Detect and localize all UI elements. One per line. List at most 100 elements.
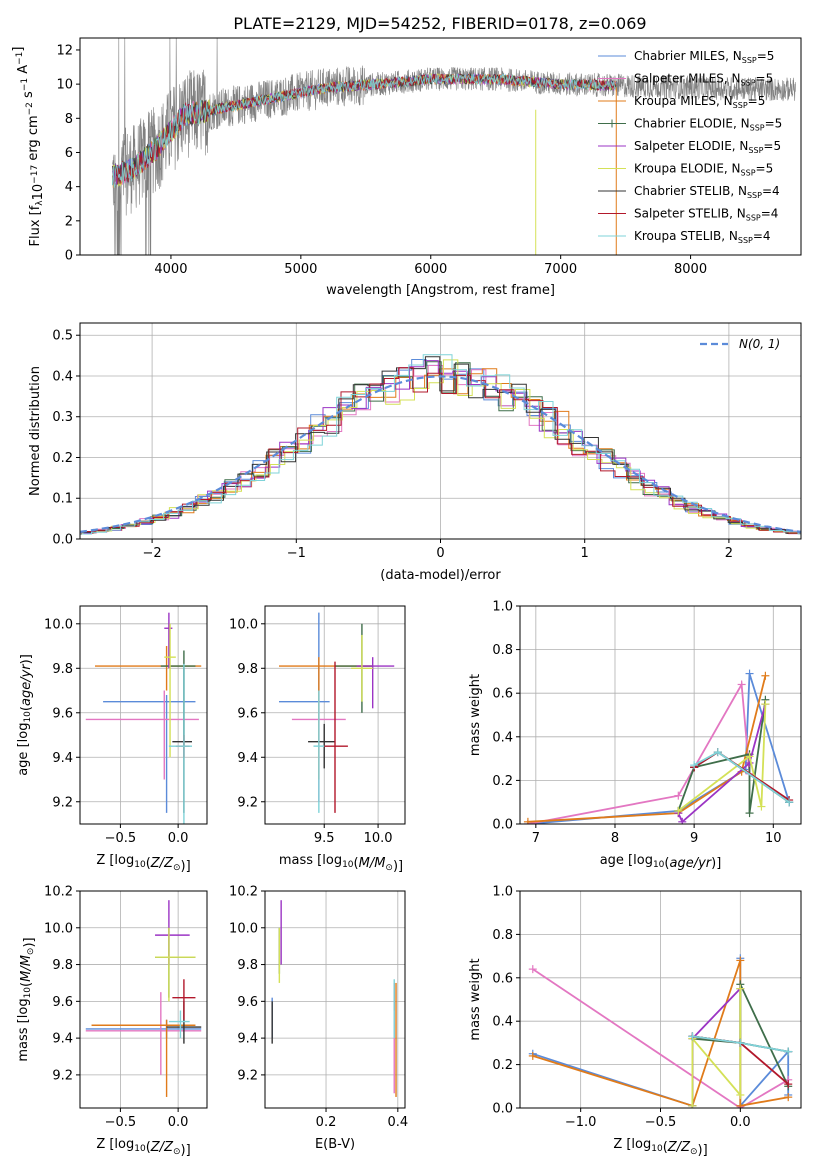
y-tick-label: 0.8 bbox=[492, 643, 513, 658]
weight-line bbox=[677, 704, 767, 812]
legend-n: =5 bbox=[763, 139, 781, 153]
spectrum-ylabel-part: ] bbox=[11, 47, 26, 52]
residuals-frame bbox=[79, 322, 802, 540]
y-tick-label: 10.2 bbox=[44, 885, 73, 900]
y-tick-label: 0.1 bbox=[52, 492, 73, 507]
age_vs_mass-axes: 9.5 10.0 9.2 9.4 9.6 9.8 10.0 bbox=[229, 606, 405, 846]
x-tick-label: 8000 bbox=[674, 262, 707, 277]
spectrum-legend: Chabrier MILES, NSSP=5 Salpeter MILES, NS… bbox=[598, 49, 782, 245]
residuals-axes: −2 −1 0 1 2 0.0 0.1 0.2 0.3 0.4 0.5 bbox=[52, 323, 801, 561]
y-tick-label: 0.8 bbox=[492, 928, 513, 943]
y-tick-label: 6 bbox=[65, 146, 73, 161]
mass_vs_ebv-errorbars bbox=[271, 900, 397, 1097]
model-spectrum-line bbox=[112, 73, 617, 188]
y-tick-label: 8 bbox=[65, 112, 73, 127]
x-tick-label: 9 bbox=[690, 831, 698, 846]
legend-n: =4 bbox=[753, 229, 771, 243]
legend-label: Salpeter STELIB, NSSP=4 bbox=[634, 207, 778, 223]
weight-vs-age-xlabel-part: age [log bbox=[600, 853, 653, 868]
residuals-xlabel: (data-model)/error bbox=[380, 568, 501, 583]
age_vs_Z-errorbars bbox=[85, 612, 202, 824]
legend-label: Kroupa ELODIE, NSSP=5 bbox=[634, 162, 773, 178]
legend-label: Kroupa MILES, NSSP=5 bbox=[634, 94, 765, 110]
histogram-step bbox=[80, 368, 801, 534]
legend-label: Salpeter ELODIE, NSSP=5 bbox=[634, 139, 781, 155]
weight-vs-Z-xlabel-part: Z/Z bbox=[667, 1140, 691, 1155]
y-tick-label: 0.4 bbox=[492, 730, 513, 745]
y-tick-label: 9.6 bbox=[52, 706, 73, 721]
x-tick-label: 1 bbox=[581, 546, 589, 561]
x-tick-label: 0.4 bbox=[387, 1115, 408, 1130]
y-tick-label: 1.0 bbox=[492, 885, 513, 900]
spectrum-axes: 4000 5000 6000 7000 8000 0 2 4 6 8 10 12 bbox=[56, 43, 707, 277]
age-vs-Z-ylabel-part: 10 bbox=[23, 711, 33, 723]
y-tick-label: 0.0 bbox=[52, 533, 73, 548]
weight-vs-age-xlabel-part: 10 bbox=[653, 860, 665, 870]
legend-n: =5 bbox=[756, 162, 774, 176]
y-tick-label: 10.2 bbox=[229, 885, 258, 900]
histogram-step bbox=[80, 365, 801, 535]
spectrum-ylabel-part: 10 bbox=[31, 184, 46, 201]
legend-n: =5 bbox=[748, 94, 766, 108]
spectrum-lines bbox=[112, 38, 796, 255]
legend-sub: SSP bbox=[738, 236, 753, 245]
histogram-step bbox=[80, 356, 801, 535]
x-tick-label: −0.5 bbox=[105, 831, 137, 846]
y-tick-label: 9.2 bbox=[52, 795, 73, 810]
mass_vs_ebv-frame bbox=[264, 890, 406, 1109]
legend-label: Chabrier STELIB, NSSP=4 bbox=[634, 184, 780, 200]
weight_vs_age-frame bbox=[519, 605, 802, 825]
weight-vs-Z-xlabel-part: ( bbox=[663, 1140, 668, 1155]
y-tick-label: 0.5 bbox=[52, 329, 73, 344]
mass-vs-Z-ylabel-part: 10 bbox=[23, 987, 33, 999]
age-vs-Z-xlabel-part: 10 bbox=[134, 860, 146, 870]
weight-vs-age-xlabel: age [log10(age/yr)] bbox=[600, 853, 722, 871]
y-tick-label: 9.4 bbox=[52, 751, 73, 766]
y-tick-label: 9.6 bbox=[52, 995, 73, 1010]
residuals-ylabel: Normed distribution bbox=[28, 366, 43, 496]
spectrum-ylabel-part: −2 bbox=[25, 102, 35, 115]
weight_vs_Z-frame bbox=[519, 890, 802, 1109]
mass-vs-Z-xlabel-part: 10 bbox=[134, 1144, 146, 1154]
mass-vs-Z-xlabel-part: ⊙ bbox=[173, 1147, 181, 1157]
weight-vs-Z-xlabel: Z [log10(Z/Z⊙)] bbox=[613, 1137, 707, 1158]
legend-n: =5 bbox=[756, 72, 774, 86]
legend-sub: SSP bbox=[741, 79, 756, 88]
mass-vs-Z-xlabel-part: Z/Z bbox=[150, 1140, 174, 1155]
y-tick-label: 0.2 bbox=[492, 1058, 513, 1073]
spectrum-ylabel-part: A bbox=[16, 65, 31, 78]
legend-sub: SSP bbox=[733, 101, 748, 110]
mass_vs_Z-axes: −0.5 0.0 9.2 9.4 9.6 9.8 10.0 10.2 bbox=[44, 885, 207, 1130]
y-tick-label: 0 bbox=[65, 249, 73, 264]
gaussian-curve bbox=[80, 375, 801, 533]
weight-vs-Z-xlabel-part: )] bbox=[698, 1143, 708, 1158]
x-tick-label: 7000 bbox=[544, 262, 577, 277]
y-tick-label: 9.2 bbox=[237, 795, 258, 810]
legend-sub: SSP bbox=[750, 124, 765, 133]
age-vs-Z-ylabel-part: ( bbox=[19, 706, 34, 711]
spectrum-ylabel-part: erg cm bbox=[26, 115, 41, 164]
mass-vs-Z-xlabel-part: Z [log bbox=[96, 1137, 134, 1152]
weight_vs_age-axes: 7 8 9 10 0.0 0.2 0.4 0.6 0.8 1.0 bbox=[492, 600, 801, 846]
x-tick-label: 5000 bbox=[284, 262, 317, 277]
x-tick-label: 7 bbox=[532, 831, 540, 846]
age_vs_mass-errorbars bbox=[279, 612, 395, 813]
y-tick-label: 10 bbox=[56, 78, 73, 93]
legend-n: =4 bbox=[761, 207, 779, 221]
age-vs-Z-xlabel-part: ( bbox=[146, 856, 151, 871]
mass-vs-Z-ylabel-part: mass [log bbox=[16, 998, 31, 1061]
y-tick-label: 9.8 bbox=[237, 662, 258, 677]
y-tick-label: 0.0 bbox=[492, 1102, 513, 1117]
y-tick-label: 9.2 bbox=[52, 1068, 73, 1083]
mass_vs_ebv-axes: 0.2 0.4 9.2 9.4 9.6 9.8 10.0 10.2 bbox=[229, 885, 408, 1131]
x-tick-label: −0.5 bbox=[105, 1115, 137, 1130]
legend-sub: SSP bbox=[742, 56, 757, 65]
x-tick-label: −2 bbox=[143, 546, 162, 561]
y-tick-label: 0.2 bbox=[492, 774, 513, 789]
age-vs-Z-xlabel-part: )] bbox=[181, 859, 191, 874]
legend-sub: SSP bbox=[747, 191, 762, 200]
y-tick-label: 0.3 bbox=[52, 410, 73, 425]
x-tick-label: −1.0 bbox=[565, 1115, 597, 1130]
weight-vs-Z-xlabel-part: 10 bbox=[651, 1144, 663, 1154]
